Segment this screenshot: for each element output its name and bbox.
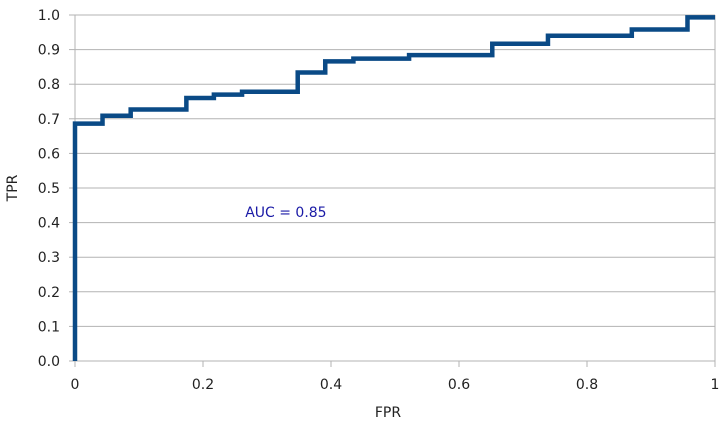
grid-lines: [75, 14, 715, 362]
y-tick-labels: 0.0 0.1 0.2 0.3 0.4 0.5 0.6 0.7 0.8 0.9 1.0: [38, 8, 60, 370]
auc-annotation: AUC = 0.85: [245, 205, 326, 221]
x-axis-title: FPR: [375, 405, 401, 421]
x-tick-label: 0.4: [320, 377, 342, 393]
x-tick-labels: 0 0.2 0.4 0.6 0.8 1: [71, 377, 720, 393]
y-tick-label: 0.9: [38, 43, 60, 59]
y-tick-label: 0.3: [38, 250, 60, 266]
x-tick-label: 0.2: [192, 377, 214, 393]
y-tick-label: 0.0: [38, 354, 60, 370]
x-tick-label: 1: [711, 377, 720, 393]
x-tick-label: 0.8: [576, 377, 598, 393]
x-tick-label: 0.6: [448, 377, 470, 393]
x-tick-label: 0: [71, 377, 80, 393]
y-tick-label: 0.4: [38, 216, 60, 232]
y-tick-label: 0.1: [38, 319, 60, 335]
series-layer: [72, 15, 715, 361]
y-tick-label: 0.2: [38, 285, 60, 301]
y-tick-label: 0.5: [38, 181, 60, 197]
y-tick-label: 0.8: [38, 77, 60, 93]
y-tick-label: 0.7: [38, 112, 60, 128]
y-axis-title: TPR: [5, 174, 21, 202]
axes: [69, 14, 716, 367]
y-tick-label: 0.6: [38, 146, 60, 162]
roc-curve-line: [72, 15, 715, 361]
y-tick-label: 1.0: [38, 8, 60, 24]
